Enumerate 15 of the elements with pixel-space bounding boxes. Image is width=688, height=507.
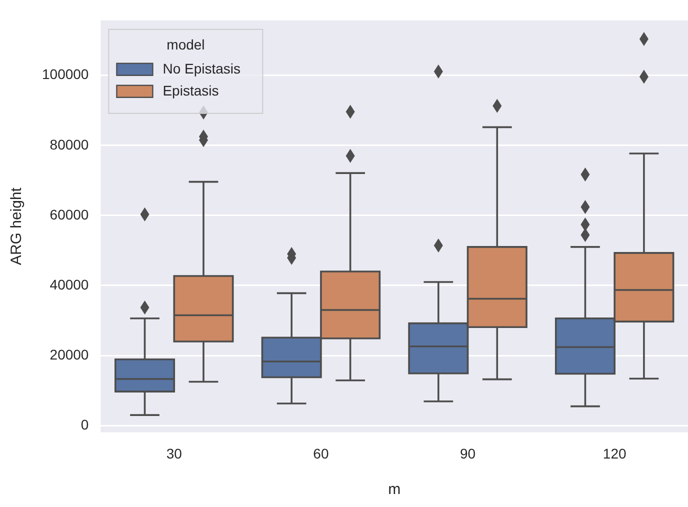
x-axis-title: m (388, 481, 401, 498)
y-tick-label: 80000 (50, 136, 89, 152)
y-tick-label: 0 (80, 416, 89, 432)
x-tick-label: 90 (460, 445, 476, 462)
x-tick-label: 120 (602, 445, 626, 462)
y-tick-label: 20000 (50, 346, 89, 362)
x-tick-label: 60 (313, 445, 329, 462)
y-tick-label: 100000 (42, 66, 89, 82)
x-tick-label: 30 (166, 445, 182, 462)
y-tick-label: 60000 (50, 206, 89, 222)
y-tick-label: 40000 (50, 276, 89, 292)
legend-title: model (166, 36, 205, 52)
y-axis-title: ARG height (8, 186, 26, 266)
legend-label: Epistasis (162, 82, 219, 98)
legend-label: No Epistasis (162, 60, 241, 76)
